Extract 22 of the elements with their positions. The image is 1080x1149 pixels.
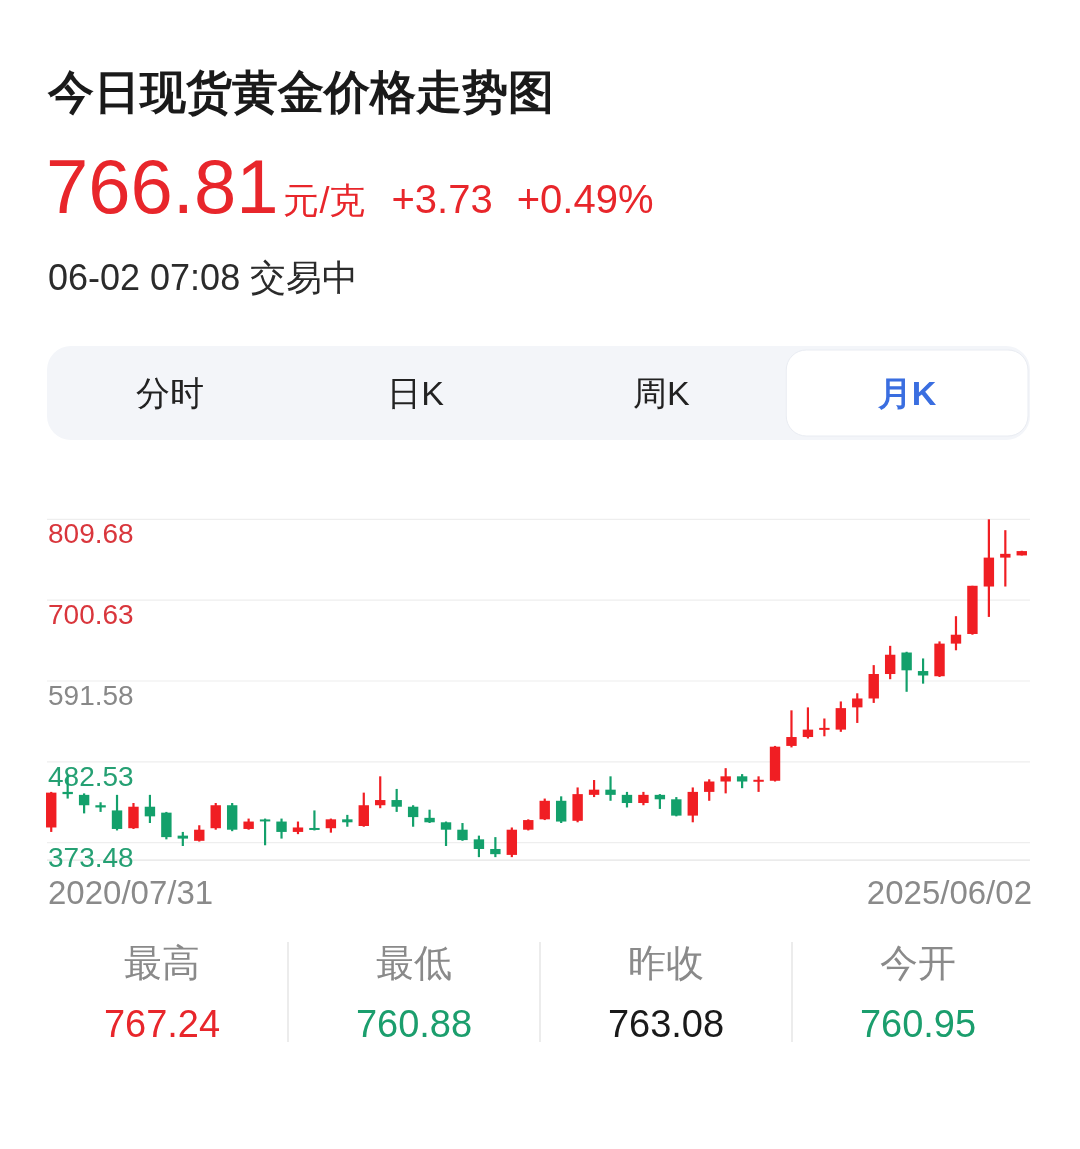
text: 760.95: [859, 1003, 977, 1045]
text: 最高: [124, 942, 200, 984]
y-tick-label: 809.68: [48, 518, 134, 550]
text: 767.24: [103, 1003, 221, 1045]
text: 元/克: [283, 180, 366, 221]
text: 766.81: [46, 144, 279, 229]
text: 763.08: [607, 1003, 725, 1045]
chart-subtitle: 06-02 07:08 交易中: [48, 257, 359, 298]
text: 今开: [880, 942, 956, 984]
y-tick-label: 700.63: [48, 599, 134, 631]
text: 760.88: [355, 1003, 473, 1045]
text: 昨收: [628, 942, 704, 984]
y-tick-label: 591.58: [48, 680, 134, 711]
text: +3.73: [391, 177, 493, 221]
y-tick-label: 482.53: [48, 760, 134, 792]
text: 2025/06/02: [866, 874, 1032, 911]
text: 最低: [376, 942, 452, 984]
tab-bar: 分时 日K 周K 月K: [47, 346, 1030, 440]
y-tick-label: 373.48: [48, 841, 134, 873]
text: 2020/07/31: [48, 874, 214, 911]
chart-title: 今日现货黄金价格走势图: [47, 66, 554, 118]
text: +0.49%: [516, 177, 654, 221]
